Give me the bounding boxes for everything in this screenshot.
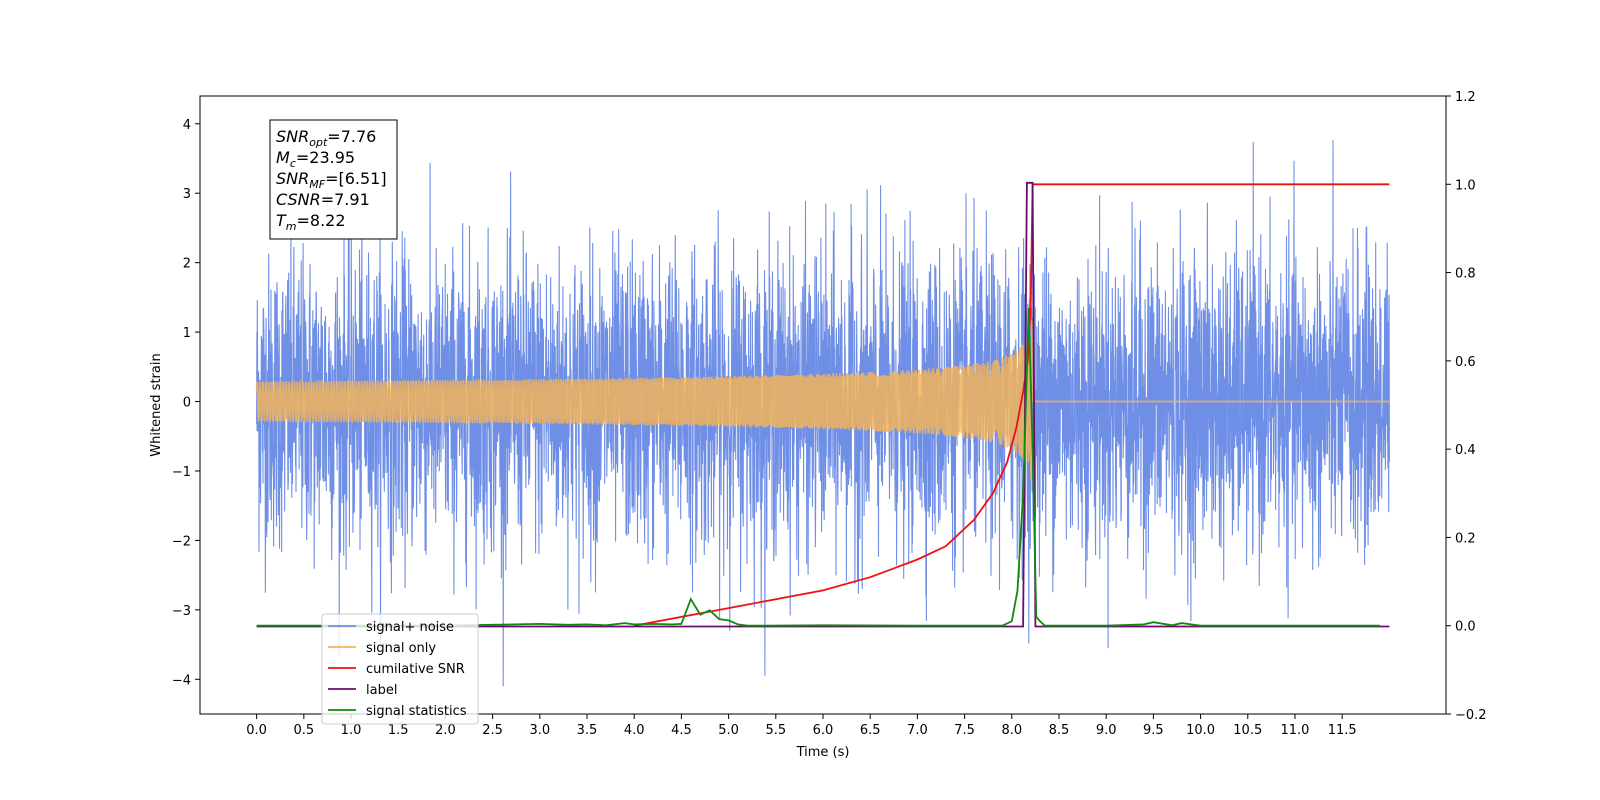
x-tick-label: 3.0 bbox=[529, 723, 550, 738]
y-tick-label: 3 bbox=[183, 187, 191, 202]
x-tick-label: 0.0 bbox=[246, 723, 267, 738]
y-axis-left: −4 −3 −2 −1 0 1 2 3 4 bbox=[172, 118, 200, 688]
x-axis-label: Time (s) bbox=[796, 745, 850, 760]
y2-tick-label: 0.0 bbox=[1455, 620, 1476, 635]
annotation-value: =[6.51] bbox=[325, 169, 387, 188]
y2-tick-label: 0.4 bbox=[1455, 443, 1476, 458]
y-axis-label: Whitened strain bbox=[149, 353, 164, 456]
annotation-value: =7.91 bbox=[321, 190, 370, 209]
y-tick-label: 2 bbox=[183, 257, 191, 272]
y-tick-label: −2 bbox=[172, 534, 191, 549]
annotation-value: =7.76 bbox=[327, 127, 376, 146]
x-tick-label: 10.5 bbox=[1233, 723, 1262, 738]
y2-tick-label: 0.8 bbox=[1455, 267, 1476, 282]
annotation-line: Mc=23.95 bbox=[276, 148, 355, 170]
x-tick-label: 3.5 bbox=[577, 723, 598, 738]
annotation-frame bbox=[269, 119, 398, 240]
x-tick-label: 8.5 bbox=[1049, 723, 1070, 738]
x-tick-label: 1.0 bbox=[341, 723, 362, 738]
annotation-subscript: MF bbox=[309, 178, 325, 191]
y-tick-label: 4 bbox=[183, 118, 191, 133]
series-line-4 bbox=[256, 181, 1390, 628]
x-axis: 0.0 0.5 1.0 1.5 2.0 2.5 3.0 3.5 4.0 4.5 5.0 5.5 6.0 6… bbox=[246, 714, 1357, 738]
y-tick-label: 0 bbox=[183, 396, 191, 411]
legend-label: signal only bbox=[366, 641, 436, 656]
x-tick-label: 9.0 bbox=[1096, 723, 1117, 738]
y-tick-label: 1 bbox=[183, 326, 191, 341]
series-layer bbox=[255, 140, 1390, 687]
x-tick-label: 5.0 bbox=[718, 723, 739, 738]
x-tick-label: 11.5 bbox=[1328, 723, 1357, 738]
annotation-subscript: opt bbox=[309, 136, 328, 149]
series-line-5 bbox=[256, 307, 1380, 627]
x-tick-label: 5.5 bbox=[765, 723, 786, 738]
y2-tick-label: 0.2 bbox=[1455, 531, 1476, 546]
annotation-symbol: T bbox=[276, 211, 287, 230]
x-tick-label: 4.5 bbox=[671, 723, 692, 738]
x-tick-label: 6.0 bbox=[813, 723, 834, 738]
y2-tick-label: 1.2 bbox=[1455, 90, 1476, 105]
y2-tick-label: −0.2 bbox=[1455, 708, 1487, 723]
legend-frame bbox=[321, 613, 479, 725]
annotation-line: Tm=8.22 bbox=[276, 211, 346, 233]
annotation-line: CSNR=7.91 bbox=[276, 190, 370, 209]
annotation-symbol: CSNR bbox=[276, 190, 321, 209]
annotation-symbol: SNR bbox=[276, 169, 309, 188]
y-tick-label: −3 bbox=[172, 604, 191, 619]
annotation-subscript: m bbox=[286, 220, 297, 233]
annotation-value: =8.22 bbox=[297, 211, 346, 230]
x-tick-label: 10.0 bbox=[1186, 723, 1215, 738]
annotation-box: SNRopt=7.76Mc=23.95SNRMF=[6.51]CSNR=7.91… bbox=[269, 119, 398, 240]
x-tick-label: 8.0 bbox=[1001, 723, 1022, 738]
series-line-3 bbox=[634, 183, 1390, 627]
annotation-value: =23.95 bbox=[296, 148, 355, 167]
series-line-1 bbox=[256, 140, 1390, 687]
x-tick-label: 6.5 bbox=[860, 723, 881, 738]
y-axis-right: −0.2 0.0 0.2 0.4 0.6 0.8 1.0 1.2 bbox=[1446, 90, 1487, 723]
x-tick-label: 4.0 bbox=[624, 723, 645, 738]
y2-tick-label: 1.0 bbox=[1455, 178, 1476, 193]
x-tick-label: 2.0 bbox=[435, 723, 456, 738]
annotation-symbol: SNR bbox=[276, 127, 309, 146]
legend-label: cumilative SNR bbox=[366, 662, 465, 677]
series-line-2 bbox=[255, 320, 1390, 479]
legend-label: signal statistics bbox=[366, 704, 467, 719]
annotation-line: SNRopt=7.76 bbox=[276, 127, 376, 149]
legend-label: label bbox=[366, 683, 397, 698]
x-tick-label: 11.0 bbox=[1280, 723, 1309, 738]
annotation-symbol: M bbox=[276, 148, 290, 167]
x-tick-label: 7.5 bbox=[954, 723, 975, 738]
y2-tick-label: 0.6 bbox=[1455, 355, 1476, 370]
x-tick-label: 1.5 bbox=[388, 723, 409, 738]
legend-label: signal+ noise bbox=[366, 620, 454, 635]
legend: signal+ noise signal only cumilative SNR la… bbox=[321, 613, 479, 725]
x-tick-label: 2.5 bbox=[482, 723, 503, 738]
y-tick-label: −1 bbox=[172, 465, 191, 480]
annotation-line: SNRMF=[6.51] bbox=[276, 169, 387, 191]
x-tick-label: 0.5 bbox=[293, 723, 314, 738]
x-tick-label: 9.5 bbox=[1143, 723, 1164, 738]
annotation-subscript: c bbox=[290, 157, 296, 170]
x-tick-label: 7.0 bbox=[907, 723, 928, 738]
y-tick-label: −4 bbox=[172, 673, 191, 688]
